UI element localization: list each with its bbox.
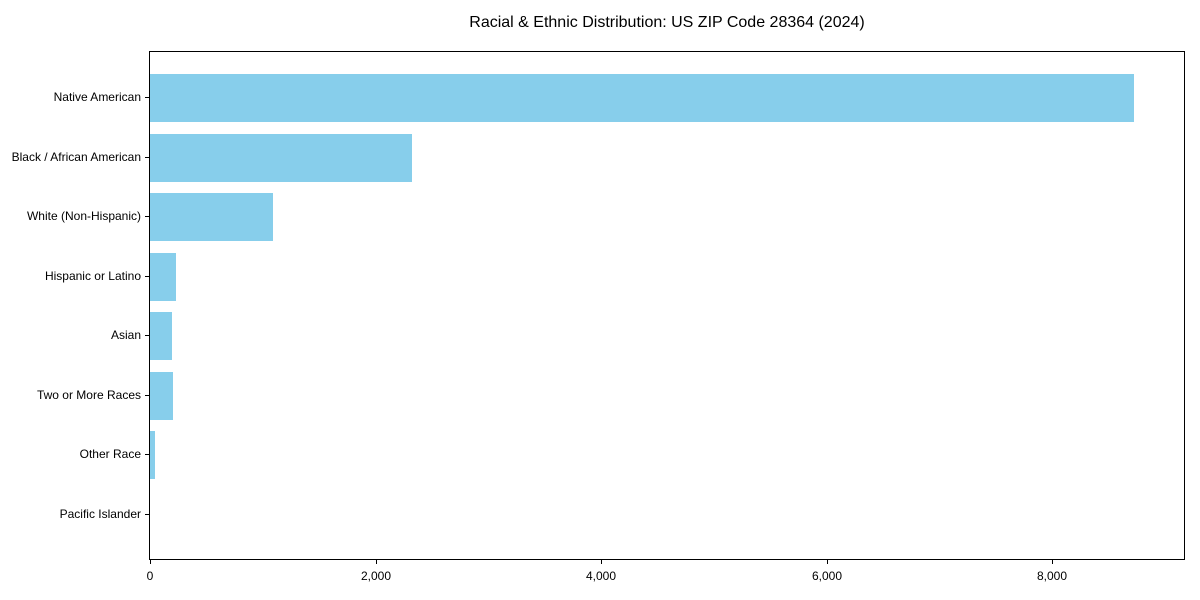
plot-area [149,51,1185,560]
bar-native-american [150,74,1134,122]
y-tick [145,157,149,158]
y-tick-label: White (Non-Hispanic) [26,209,141,223]
x-tick [150,560,151,564]
y-tick-label: Pacific Islander [59,507,141,521]
y-tick-label: Other Race [79,447,141,461]
bar-two-or-more-races [150,371,173,420]
bar-hispanic-or-latino [150,252,176,301]
x-tick [827,560,828,564]
y-tick [145,216,149,217]
x-tick-label: 8,000 [1036,569,1068,583]
y-tick [145,454,149,455]
bar-black-african-american [150,133,412,182]
y-tick-label: Native American [53,90,141,104]
x-tick [1052,560,1053,564]
y-tick [145,276,149,277]
bar-white-non-hispanic [150,193,273,242]
x-tick-label: 2,000 [360,569,392,583]
y-tick [145,97,149,98]
x-tick-label: 6,000 [811,569,843,583]
bar-asian [150,312,172,361]
bar-other-race [150,431,155,480]
x-tick [376,560,377,564]
x-tick-label: 0 [146,569,154,583]
chart-title: Racial & Ethnic Distribution: US ZIP Cod… [469,14,865,31]
y-tick [145,514,149,515]
y-tick-label: Two or More Races [36,388,141,402]
y-tick-label: Asian [110,328,141,342]
y-tick [145,335,149,336]
x-tick [601,560,602,564]
x-tick-label: 4,000 [585,569,617,583]
y-tick-label: Hispanic or Latino [44,269,141,283]
y-tick-label: Black / African American [11,150,141,164]
y-tick [145,395,149,396]
